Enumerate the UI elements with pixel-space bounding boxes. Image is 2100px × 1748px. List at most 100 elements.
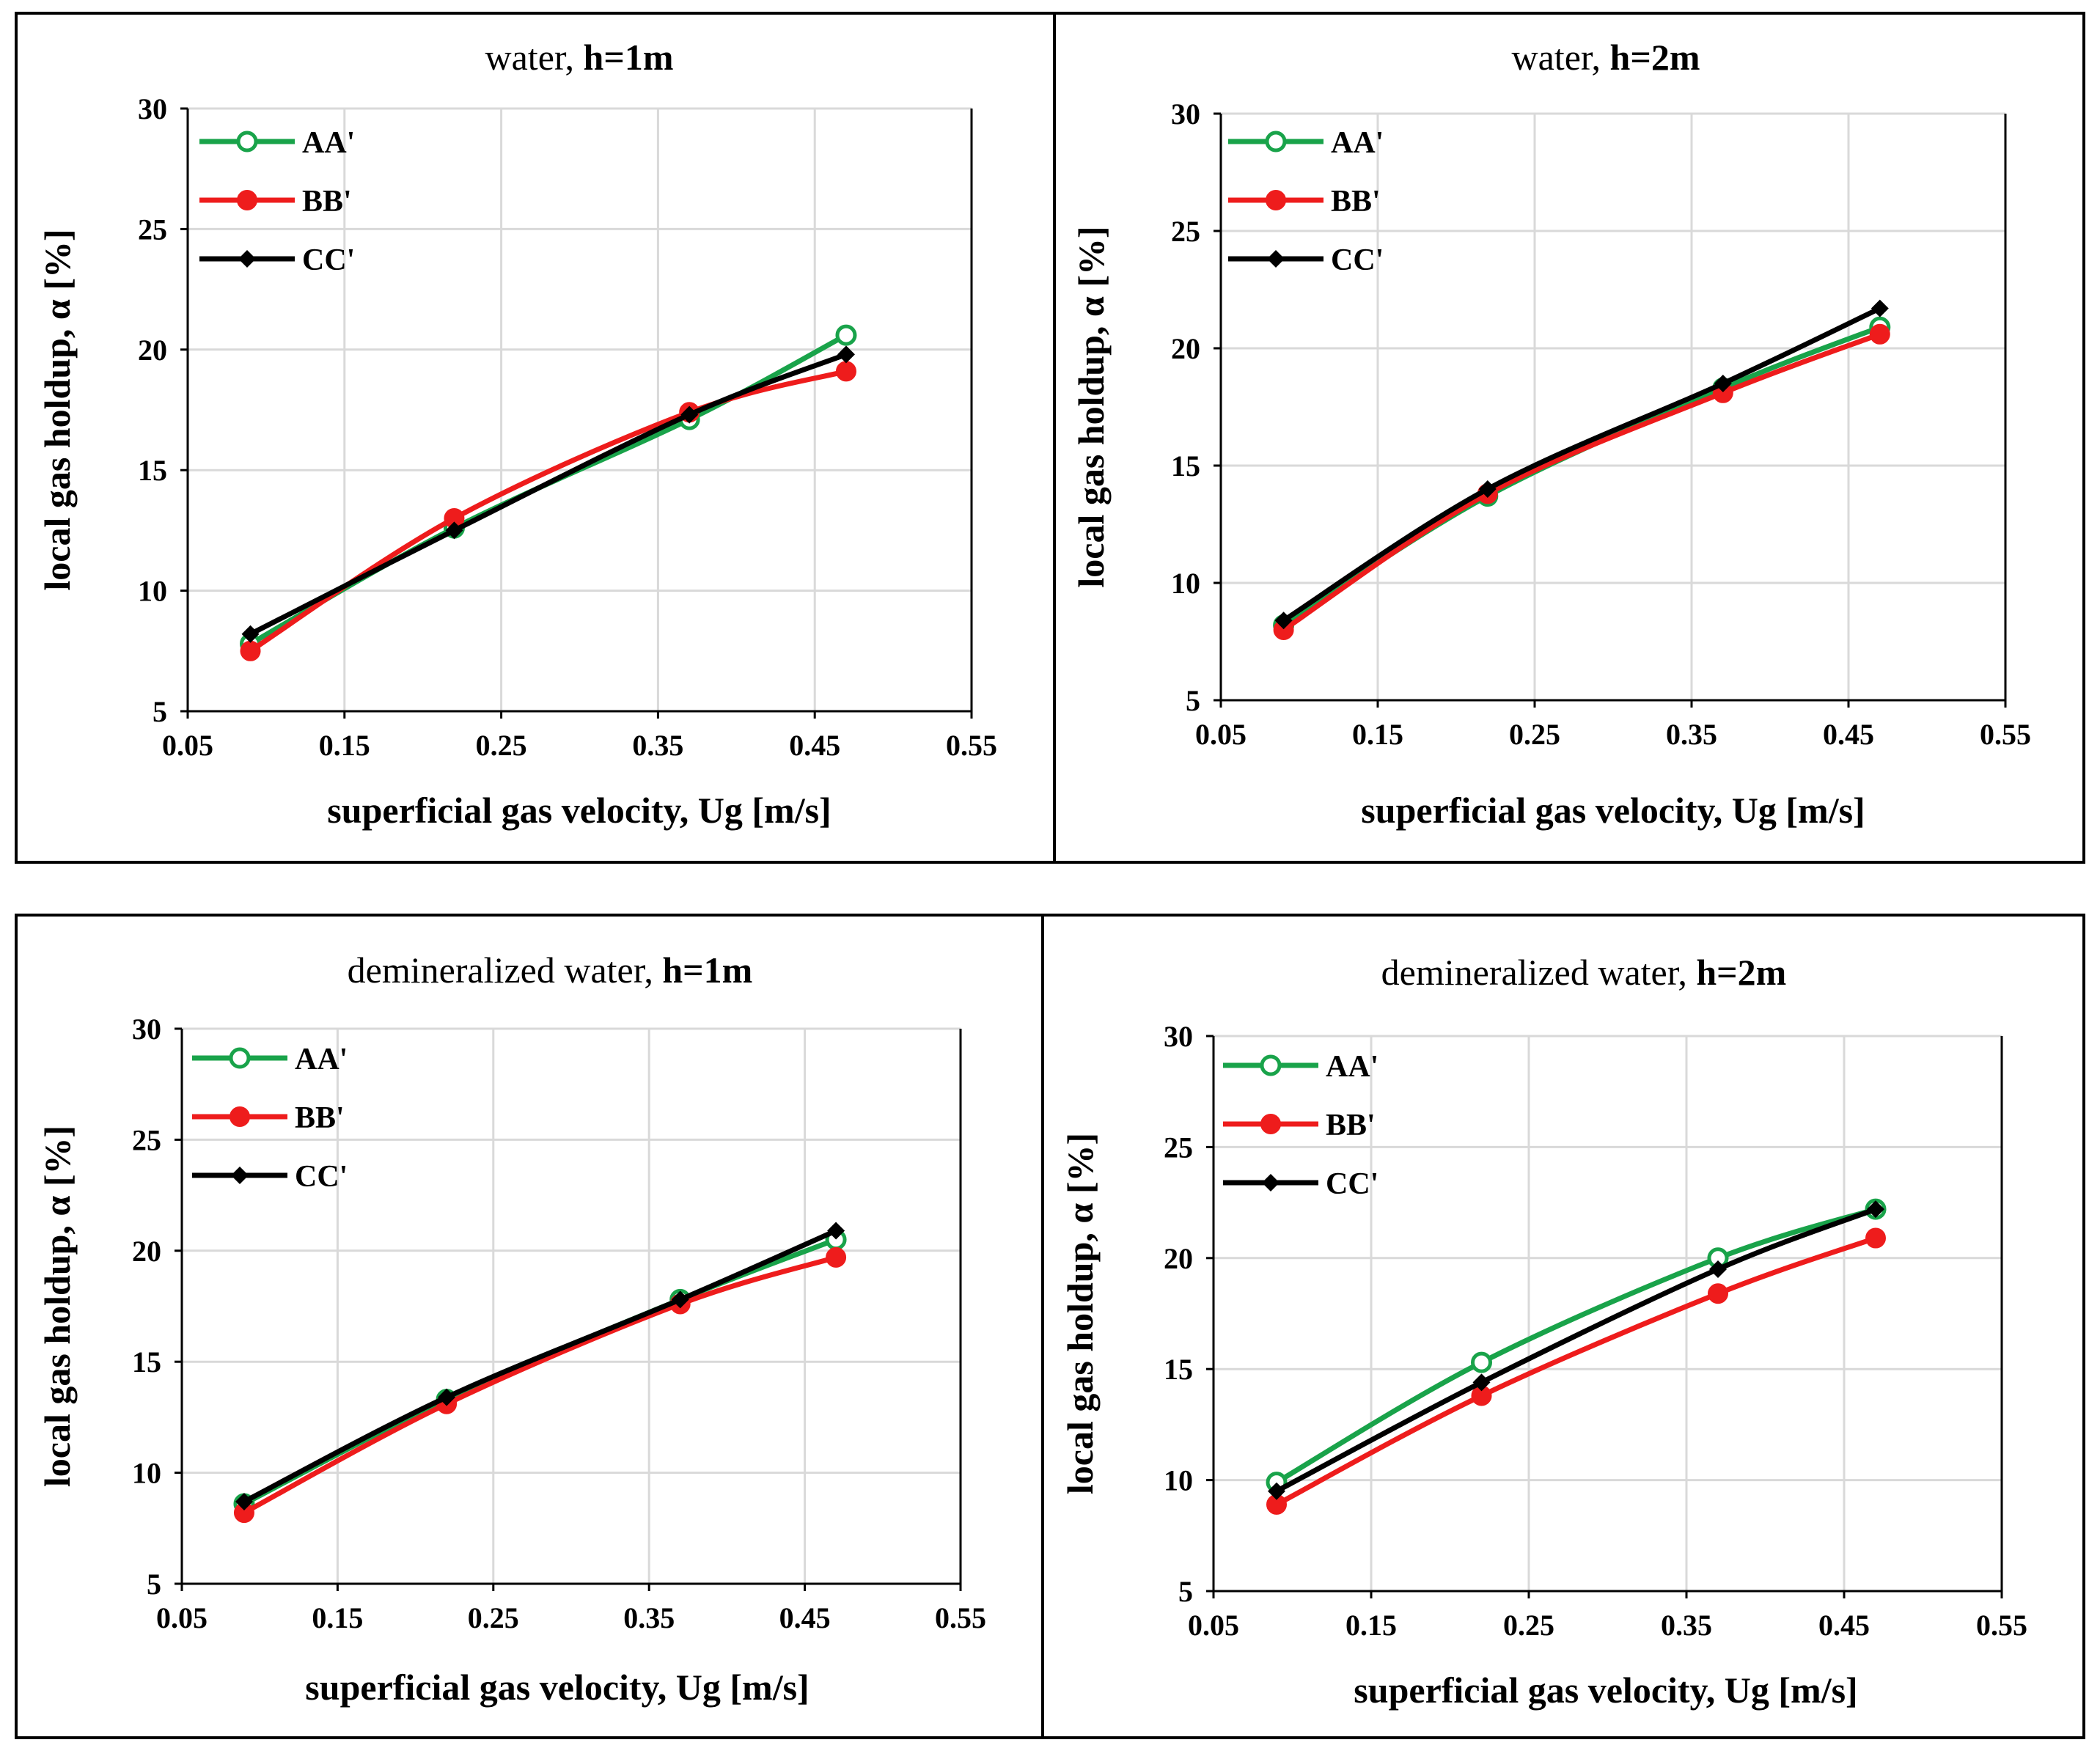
series-diamond — [241, 345, 855, 643]
y-axis-label: local gas holdup, α [%] — [37, 1125, 78, 1487]
x-tick-label: 0.45 — [779, 1601, 831, 1634]
legend-label: AA' — [1326, 1050, 1378, 1084]
x-axis-label: superficial gas velocity, Ug [m/s] — [327, 790, 831, 831]
chart-title-text: demineralized water, — [348, 950, 663, 991]
marker-diamond — [1268, 1482, 1285, 1500]
legend-label: CC' — [1331, 243, 1384, 277]
marker-diamond — [438, 1388, 456, 1406]
marker-diamond — [1262, 1174, 1280, 1191]
y-tick-label: 25 — [138, 213, 167, 246]
y-axis-label: local gas holdup, α [%] — [1071, 226, 1112, 587]
marker-diamond — [1714, 375, 1732, 392]
x-tick-label: 0.15 — [319, 729, 370, 762]
marker-filled-circle — [1266, 190, 1286, 210]
marker-diamond — [235, 1492, 253, 1510]
x-tick-label: 0.15 — [1345, 1609, 1397, 1642]
marker-diamond — [1867, 1200, 1884, 1219]
x-axis-label: superficial gas velocity, Ug [m/s] — [1361, 790, 1865, 831]
chart-title-text: demineralized water, — [1381, 952, 1697, 993]
x-tick-label: 0.35 — [1666, 718, 1717, 751]
y-tick-label: 20 — [1164, 1242, 1193, 1275]
y-tick-label: 10 — [1171, 567, 1200, 600]
legend-label: CC' — [1326, 1167, 1378, 1201]
y-tick-label: 15 — [138, 454, 167, 487]
series-line — [1274, 1206, 1879, 1494]
chart-demin-h2m: demineralized water, h=2m 0.05 0.15 0.25 0.3… — [1060, 952, 2027, 1711]
chart-title: water, h=2m — [1512, 37, 1700, 78]
chart-title-bold: h=1m — [584, 37, 674, 78]
series-line — [248, 332, 849, 647]
series-filled-circle — [233, 1246, 847, 1524]
y-axis-label: local gas holdup, α [%] — [37, 229, 78, 590]
series-line — [248, 351, 849, 637]
series-filled-circle — [1273, 323, 1890, 640]
series-line — [1281, 331, 1883, 633]
y-tick-label: 5 — [147, 1568, 161, 1601]
y-tick-label: 15 — [132, 1345, 161, 1378]
y-tick-label: 30 — [132, 1013, 161, 1046]
x-tick-label: 0.15 — [312, 1601, 363, 1634]
y-tick-label: 20 — [132, 1235, 161, 1268]
x-tick-label: 0.25 — [468, 1601, 519, 1634]
marker-filled-circle — [1869, 323, 1890, 345]
x-tick-label: 0.55 — [946, 729, 997, 762]
series-line — [241, 1228, 839, 1505]
legend-label: AA' — [1331, 126, 1384, 160]
legend: AA' BB' CC' — [192, 1043, 348, 1194]
series-diamond — [1274, 299, 1889, 630]
legend-label: CC' — [295, 1160, 348, 1194]
y-tick-label: 20 — [1171, 332, 1200, 365]
chart-title: water, h=1m — [485, 37, 674, 78]
series-line — [241, 1255, 839, 1516]
x-tick-label: 0.05 — [162, 729, 213, 762]
marker-diamond — [241, 625, 260, 643]
chart-water-h1m: water, h=1m 0.05 0.15 0.25 0.35 0.45 0.55 5 10 15… — [37, 37, 997, 831]
y-tick-label: 25 — [1164, 1131, 1193, 1164]
y-tick-label: 10 — [1164, 1464, 1193, 1497]
series-line — [1281, 324, 1883, 628]
x-tick-label: 0.55 — [1976, 1609, 2027, 1642]
series-diamond — [235, 1222, 845, 1510]
series-line — [248, 368, 849, 654]
marker-filled-circle — [1708, 1283, 1728, 1304]
marker-open-circle — [229, 1047, 251, 1069]
chart-title-text: water, — [485, 37, 584, 78]
x-tick-label: 0.55 — [1980, 718, 2031, 751]
y-tick-label: 30 — [138, 92, 167, 125]
x-tick-label: 0.05 — [1188, 1609, 1239, 1642]
y-tick-label: 5 — [153, 695, 167, 728]
x-tick-label: 0.25 — [476, 729, 527, 762]
marker-diamond — [1709, 1260, 1727, 1278]
y-tick-label: 30 — [1164, 1020, 1193, 1053]
y-tick-label: 30 — [1171, 98, 1200, 131]
chart-water-h2m: water, h=2m 0.05 0.15 0.25 0.35 0.45 0.55 5 10 15… — [1071, 37, 2031, 831]
y-axis-label: local gas holdup, α [%] — [1060, 1133, 1101, 1494]
x-tick-label: 0.15 — [1352, 718, 1403, 751]
marker-diamond — [1472, 1373, 1491, 1392]
legend-label: BB' — [295, 1101, 345, 1135]
legend-label: AA' — [295, 1043, 348, 1076]
marker-diamond — [1274, 612, 1293, 630]
chart-title: demineralized water, h=1m — [348, 950, 753, 991]
marker-diamond — [837, 345, 855, 364]
marker-diamond — [1478, 480, 1497, 498]
x-axis-label: superficial gas velocity, Ug [m/s] — [1354, 1670, 1857, 1711]
marker-open-circle — [1471, 1351, 1492, 1373]
x-tick-label: 0.25 — [1503, 1609, 1554, 1642]
legend-label: BB' — [302, 185, 352, 218]
marker-filled-circle — [826, 1246, 847, 1268]
x-tick-label: 0.45 — [789, 729, 840, 762]
legend-label: AA' — [302, 126, 355, 160]
y-tick-label: 20 — [138, 334, 167, 367]
y-tick-label: 5 — [1186, 684, 1200, 717]
legend-label: BB' — [1331, 185, 1381, 218]
x-tick-label: 0.25 — [1509, 718, 1560, 751]
marker-diamond — [827, 1222, 845, 1240]
legend-label: BB' — [1326, 1109, 1376, 1142]
marker-open-circle — [835, 324, 857, 346]
chart-panel-demin-h2m — [1041, 914, 2085, 1739]
series-filled-circle — [1266, 1227, 1886, 1515]
series-diamond — [1268, 1200, 1884, 1500]
legend-label: CC' — [302, 243, 355, 277]
